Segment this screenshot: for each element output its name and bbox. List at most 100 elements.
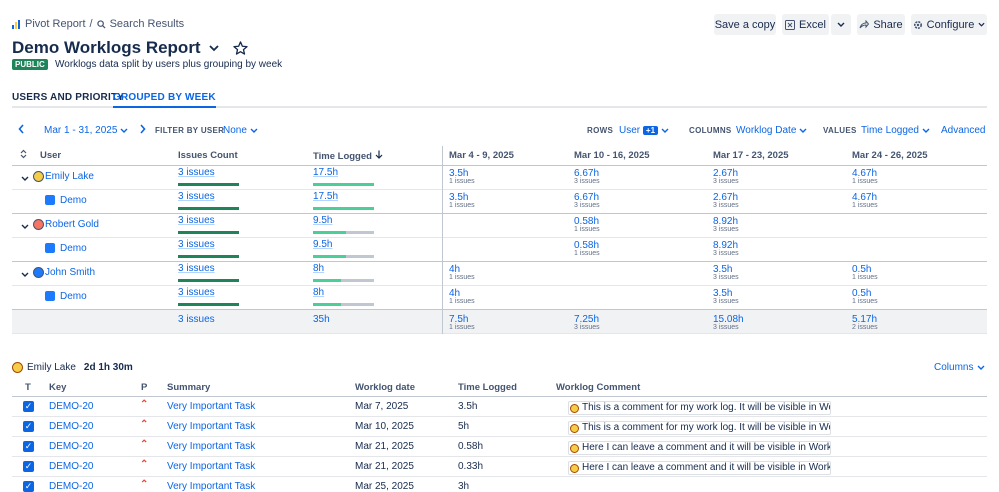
excel-export-button[interactable]: Excel [782, 14, 829, 35]
table-row[interactable]: ✓ DEMO-20 ⌃ Very Important Task Mar 21, 2025… [12, 437, 987, 457]
week-cell-value[interactable]: 2.67h [713, 192, 739, 203]
week-cell-value[interactable]: 2.67h [713, 168, 739, 179]
total-week-value[interactable]: 7.25h [574, 314, 600, 325]
time-logged-value[interactable]: 9.5h [313, 215, 333, 226]
issues-count-value[interactable]: 3 issues [178, 287, 215, 298]
total-week-value[interactable]: 5.17h [852, 314, 878, 325]
column-header-worklog-date[interactable]: Worklog date [355, 382, 415, 393]
issue-summary-link[interactable]: Very Important Task [167, 401, 256, 412]
issue-key-link[interactable]: DEMO-20 [49, 421, 94, 432]
date-range-picker[interactable]: Mar 1 - 31, 2025 [44, 125, 128, 136]
issue-summary-link[interactable]: Very Important Task [167, 421, 256, 432]
column-header-week[interactable]: Mar 4 - 9, 2025 [449, 150, 514, 161]
filter-by-user-select[interactable]: None [223, 125, 258, 136]
total-issues-count[interactable]: 3 issues [178, 314, 215, 325]
issue-key-link[interactable]: DEMO-20 [49, 481, 94, 492]
advanced-link[interactable]: Advanced [941, 125, 986, 136]
column-header-issues-count[interactable]: Issues Count [178, 150, 238, 161]
time-logged-value[interactable]: 8h [313, 287, 325, 298]
pivot-user-label[interactable]: John Smith [45, 267, 96, 278]
time-logged-value[interactable]: 9.5h [313, 239, 333, 250]
column-header-time-logged[interactable]: Time Logged [458, 382, 517, 393]
issues-count-value[interactable]: 3 issues [178, 239, 215, 250]
week-cell-value[interactable]: 8.92h [713, 240, 739, 251]
issue-summary-link[interactable]: Very Important Task [167, 481, 256, 492]
tab-users-and-priority[interactable]: USERS AND PRIORITY [12, 92, 125, 103]
collapse-row-button[interactable] [21, 172, 29, 184]
column-header-user[interactable]: User [40, 150, 62, 161]
configure-button[interactable]: Configure [911, 14, 987, 35]
week-cell-value[interactable]: 0.58h [574, 216, 600, 227]
issues-count-value[interactable]: 3 issues [178, 215, 215, 226]
breadcrumb-current[interactable]: Search Results [109, 18, 185, 30]
week-cell-value[interactable]: 4.67h [852, 192, 878, 203]
week-cell-value[interactable]: 0.5h [852, 264, 872, 275]
issue-key-link[interactable]: DEMO-20 [49, 461, 94, 472]
issues-count-value[interactable]: 3 issues [178, 263, 215, 274]
pivot-project-row: Demo 3 issues 17.5h 3.5h 1 issues 6.67h 3 issu… [12, 190, 987, 214]
table-row[interactable]: ✓ DEMO-20 ⌃ Very Important Task Mar 25, 2025… [12, 477, 987, 492]
breadcrumb-root[interactable]: Pivot Report [25, 18, 86, 30]
rows-select[interactable]: User +1 [619, 125, 669, 136]
time-logged-value[interactable]: 8h [313, 263, 325, 274]
export-dropdown-button[interactable] [831, 14, 851, 35]
pivot-project-label[interactable]: Demo [60, 195, 87, 206]
tab-grouped-by-week[interactable]: GROUPED BY WEEK [113, 92, 216, 108]
column-header-week[interactable]: Mar 17 - 23, 2025 [713, 150, 789, 161]
week-cell-value[interactable]: 4.67h [852, 168, 878, 179]
total-week-value[interactable]: 15.08h [713, 314, 744, 325]
week-cell-value[interactable]: 3.5h [713, 288, 733, 299]
issues-count-value[interactable]: 3 issues [178, 167, 215, 178]
columns-button[interactable]: Columns [934, 362, 985, 373]
worklog-comment[interactable]: Here I can leave a comment and it will b… [568, 461, 831, 475]
week-cell-value[interactable]: 3.5h [449, 192, 469, 203]
column-header-worklog-comment[interactable]: Worklog Comment [556, 382, 641, 393]
column-header-week[interactable]: Mar 10 - 16, 2025 [574, 150, 650, 161]
table-row[interactable]: ✓ DEMO-20 ⌃ Very Important Task Mar 7, 2025 3… [12, 397, 987, 417]
share-button[interactable]: Share [857, 14, 905, 35]
column-header-type[interactable]: T [25, 382, 31, 393]
worklog-comment[interactable]: This is a comment for my work log. It wi… [568, 421, 831, 435]
column-header-key[interactable]: Key [49, 382, 67, 393]
table-row[interactable]: ✓ DEMO-20 ⌃ Very Important Task Mar 10, 2025… [12, 417, 987, 437]
star-icon[interactable] [232, 41, 248, 55]
column-header-priority[interactable]: P [141, 382, 148, 393]
week-cell-value[interactable]: 0.58h [574, 240, 600, 251]
week-cell-value[interactable]: 4h [449, 264, 461, 275]
week-cell-value[interactable]: 3.5h [713, 264, 733, 275]
next-period-button[interactable] [139, 124, 146, 137]
week-cell-value[interactable]: 6.67h [574, 168, 600, 179]
expand-collapse-all-icon[interactable] [20, 149, 27, 162]
time-logged-value[interactable]: 17.5h [313, 167, 339, 178]
collapse-row-button[interactable] [21, 268, 29, 280]
save-copy-button[interactable]: Save a copy [714, 14, 776, 35]
previous-period-button[interactable] [18, 124, 25, 137]
table-row[interactable]: ✓ DEMO-20 ⌃ Very Important Task Mar 21, 2025… [12, 457, 987, 477]
issue-summary-link[interactable]: Very Important Task [167, 461, 256, 472]
week-cell-value[interactable]: 0.5h [852, 288, 872, 299]
issue-key-link[interactable]: DEMO-20 [49, 401, 94, 412]
time-logged-value[interactable]: 17.5h [313, 191, 339, 202]
pivot-user-label[interactable]: Robert Gold [45, 219, 99, 230]
issue-key-link[interactable]: DEMO-20 [49, 441, 94, 452]
pivot-user-label[interactable]: Emily Lake [45, 171, 94, 182]
week-cell-value[interactable]: 8.92h [713, 216, 739, 227]
chevron-down-icon[interactable] [208, 44, 219, 52]
columns-select[interactable]: Worklog Date [736, 125, 807, 136]
week-cell-value[interactable]: 6.67h [574, 192, 600, 203]
pivot-project-label[interactable]: Demo [60, 243, 87, 254]
column-header-summary[interactable]: Summary [167, 382, 211, 393]
column-header-week[interactable]: Mar 24 - 26, 2025 [852, 150, 928, 161]
total-week-value[interactable]: 7.5h [449, 314, 469, 325]
collapse-row-button[interactable] [21, 220, 29, 232]
week-cell-value[interactable]: 4h [449, 288, 461, 299]
values-select[interactable]: Time Logged [861, 125, 930, 136]
worklog-comment[interactable]: This is a comment for my work log. It wi… [568, 401, 831, 415]
week-cell-value[interactable]: 3.5h [449, 168, 469, 179]
column-header-time-logged[interactable]: Time Logged [313, 150, 383, 162]
issues-count-value[interactable]: 3 issues [178, 191, 215, 202]
pivot-project-label[interactable]: Demo [60, 291, 87, 302]
issue-summary-link[interactable]: Very Important Task [167, 441, 256, 452]
worklog-comment[interactable]: Here I can leave a comment and it will b… [568, 441, 831, 455]
total-time-logged[interactable]: 35h [313, 314, 330, 325]
